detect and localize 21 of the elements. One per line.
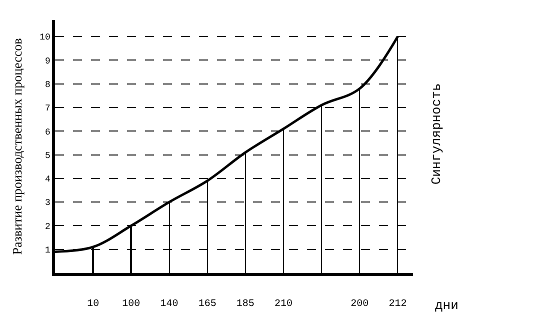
y-tick-label: 9 <box>45 56 50 66</box>
x-tick-label: 140 <box>160 298 178 310</box>
text: Сингулярность <box>428 83 444 185</box>
y-tick-label: 1 <box>45 246 50 256</box>
x-tick-label: 212 <box>388 298 407 310</box>
x-axis-title: дни <box>435 298 458 313</box>
x-tick-label: 165 <box>198 298 216 310</box>
x-tick-label: 210 <box>274 298 293 310</box>
y-tick-label: 3 <box>45 198 50 208</box>
y-tick-label: 5 <box>45 150 50 161</box>
y-axis-title: Развитие производственных процессов <box>10 38 25 255</box>
x-tick-label: 185 <box>236 298 254 310</box>
x-tick-label: 100 <box>122 298 140 310</box>
y-tick-label: 10 <box>40 32 50 43</box>
y-tick-label: 6 <box>45 127 50 138</box>
y-tick-label: 7 <box>45 104 50 114</box>
x-tick-label: 10 <box>87 298 100 310</box>
y-tick-label: 8 <box>45 80 50 90</box>
x-tick-label: 200 <box>350 298 369 310</box>
y-tick-label: 2 <box>45 222 50 232</box>
y-tick-label: 4 <box>45 174 50 185</box>
